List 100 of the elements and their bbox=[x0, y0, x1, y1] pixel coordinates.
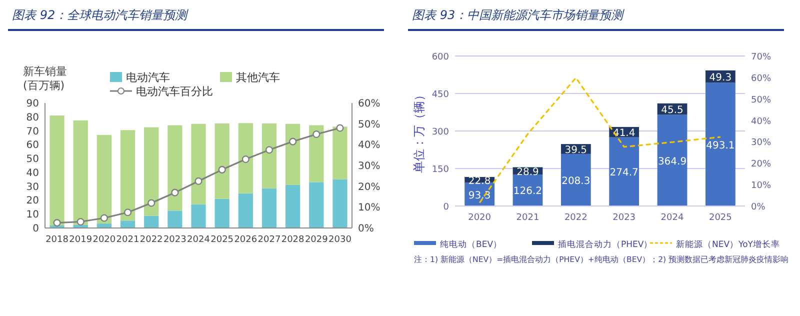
bar bbox=[262, 123, 277, 188]
bar bbox=[191, 124, 206, 204]
y2-tick-label: 20% bbox=[751, 160, 772, 170]
y-axis-title: 新车销量 (百万辆) bbox=[23, 65, 67, 92]
x-tick-label: 2021 bbox=[516, 213, 540, 223]
point bbox=[100, 214, 108, 222]
legend-label: 插电混合动力（PHEV） bbox=[558, 239, 653, 250]
bar bbox=[120, 130, 136, 221]
y-tick-label: 30 bbox=[26, 182, 39, 193]
x-tick-label: 2020 bbox=[468, 213, 492, 223]
bar bbox=[560, 154, 591, 206]
y2-tick-label: 50% bbox=[358, 119, 380, 130]
bar bbox=[286, 124, 300, 185]
legend-label: 纯电动（BEV） bbox=[440, 239, 502, 250]
data-label: 274.7 bbox=[610, 168, 638, 179]
bar bbox=[191, 204, 206, 228]
x-tick-label: 2025 bbox=[708, 213, 732, 223]
data-label: 22.8 bbox=[468, 176, 491, 187]
y2-tick-label: 40% bbox=[751, 116, 772, 127]
data-label: 364.9 bbox=[658, 156, 687, 168]
y2-tick-label: 40% bbox=[358, 140, 380, 152]
bar bbox=[96, 134, 112, 224]
data-label: 49.3 bbox=[709, 72, 732, 84]
y2-tick-label: 50% bbox=[751, 95, 772, 106]
point bbox=[218, 166, 226, 174]
bar bbox=[238, 193, 253, 228]
data-label: 126.2 bbox=[513, 186, 542, 198]
x-tick-label: 2030 bbox=[328, 235, 352, 245]
data-label: 93.3 bbox=[468, 190, 491, 202]
bar bbox=[214, 198, 230, 228]
y-tick-label: 10 bbox=[26, 210, 39, 221]
bar bbox=[238, 123, 253, 194]
y-tick-label: 60 bbox=[26, 140, 39, 152]
bar bbox=[50, 116, 64, 226]
x-tick-label: 2024 bbox=[187, 235, 210, 245]
y2-tick-label: 30% bbox=[751, 138, 772, 148]
x-tick-label: 2019 bbox=[69, 235, 92, 245]
bar bbox=[332, 126, 348, 180]
bar bbox=[262, 188, 277, 228]
point bbox=[312, 130, 320, 138]
y-tick-label: 20 bbox=[26, 196, 39, 207]
bar bbox=[168, 125, 182, 211]
point bbox=[242, 155, 250, 164]
point bbox=[289, 138, 297, 146]
x-tick-label: 2022 bbox=[564, 213, 588, 223]
x-tick-label: 2020 bbox=[92, 235, 116, 245]
x-tick-label: 2022 bbox=[140, 235, 163, 245]
x-tick-label: 2018 bbox=[46, 235, 69, 245]
legend-label: 新能源（NEV）YoY增长率 bbox=[676, 239, 780, 250]
y2-tick-label: 0% bbox=[751, 202, 766, 212]
bar bbox=[286, 184, 300, 228]
data-label: 45.5 bbox=[661, 105, 684, 116]
x-tick-label: 2023 bbox=[612, 213, 636, 223]
bar bbox=[214, 123, 230, 199]
point bbox=[171, 188, 179, 196]
bar bbox=[309, 125, 324, 182]
bar bbox=[144, 127, 159, 216]
legend-label: 其他汽车 bbox=[236, 71, 280, 84]
x-tick-label: 2021 bbox=[116, 235, 140, 245]
data-label: 493.1 bbox=[706, 140, 735, 152]
x-tick-label: 2026 bbox=[234, 235, 258, 245]
y-tick-label: 40 bbox=[26, 168, 39, 179]
point bbox=[336, 124, 344, 132]
x-tick-label: 2029 bbox=[304, 235, 328, 245]
y-tick-label: 300 bbox=[432, 128, 450, 138]
legend-label: 电动汽车百分比 bbox=[136, 85, 213, 98]
bar bbox=[706, 82, 736, 206]
y-tick-label: 0 bbox=[443, 202, 450, 212]
chart-title: 图表 92：全球电动汽车销量预测 bbox=[12, 8, 190, 22]
y2-tick-label: 60% bbox=[751, 74, 772, 84]
bar bbox=[120, 220, 136, 228]
data-label: 208.3 bbox=[562, 176, 590, 187]
y-tick-label: 450 bbox=[432, 90, 450, 100]
bar bbox=[73, 120, 88, 225]
data-label: 39.5 bbox=[564, 144, 588, 156]
point bbox=[76, 218, 84, 226]
bar bbox=[332, 179, 348, 228]
y-tick-label: 50 bbox=[26, 154, 39, 166]
x-tick-label: 2027 bbox=[258, 235, 281, 245]
y2-tick-label: 10% bbox=[751, 181, 772, 192]
x-tick-label: 2025 bbox=[210, 235, 234, 245]
y-axis-title: 单位：万（辆） bbox=[412, 89, 426, 173]
y2-tick-label: 30% bbox=[358, 161, 380, 172]
y-tick-label: 90 bbox=[26, 98, 39, 110]
bar bbox=[168, 210, 182, 228]
bar bbox=[609, 137, 640, 206]
y2-tick-label: 10% bbox=[358, 202, 380, 214]
data-label: 28.9 bbox=[516, 166, 539, 178]
x-tick-label: 2024 bbox=[660, 213, 684, 223]
y-tick-label: 600 bbox=[432, 52, 450, 62]
y2-tick-label: 0% bbox=[358, 224, 374, 234]
point bbox=[194, 177, 202, 185]
y2-tick-label: 20% bbox=[358, 182, 380, 193]
y-tick-label: 80 bbox=[26, 112, 39, 124]
y2-tick-label: 60% bbox=[358, 98, 380, 110]
point bbox=[124, 208, 132, 216]
y-tick-label: 0 bbox=[32, 224, 39, 234]
y-tick-label: 70 bbox=[26, 126, 39, 138]
point bbox=[148, 199, 156, 207]
point bbox=[265, 146, 274, 154]
